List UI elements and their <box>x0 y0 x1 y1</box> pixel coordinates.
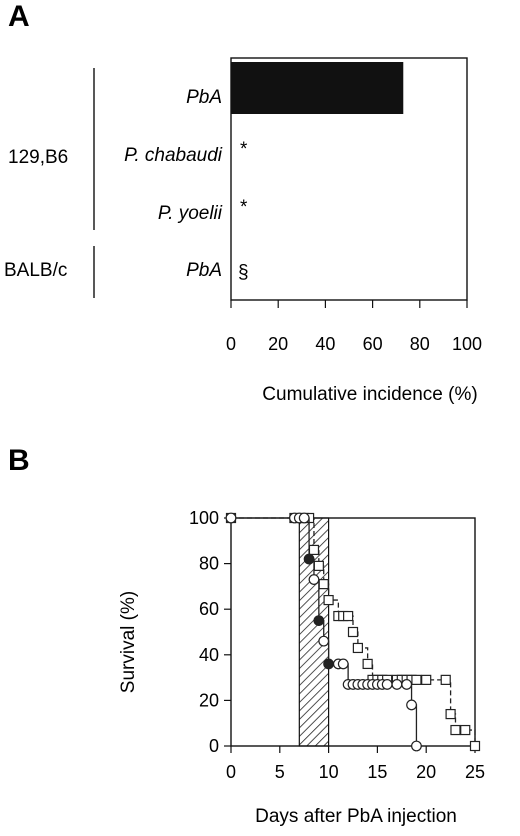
data-point <box>298 512 310 524</box>
x-tick-label: 80 <box>410 334 430 354</box>
data-point <box>323 658 335 670</box>
x-tick-label: 10 <box>319 762 339 782</box>
y-tick-label: 40 <box>199 645 219 665</box>
panel-b-chart: 0 5 10 15 20 25 0 20 40 60 80 100 Days after PbA in… <box>118 508 485 827</box>
y-tick-label: 0 <box>209 736 219 756</box>
category-label: P. chabaudi <box>124 145 223 166</box>
data-point <box>362 658 373 670</box>
x-tick-label: 40 <box>315 334 335 354</box>
y-axis-title: Survival (%) <box>118 591 139 693</box>
x-tick-label: 20 <box>268 334 288 354</box>
significance-marker: * <box>240 197 248 218</box>
data-point <box>469 740 481 752</box>
x-axis-title: Cumulative incidence (%) <box>262 384 477 405</box>
data-point <box>347 626 359 638</box>
data-point <box>308 544 320 556</box>
data-point <box>450 724 461 736</box>
data-point <box>381 679 393 690</box>
significance-marker: § <box>238 262 249 283</box>
data-point <box>440 674 451 685</box>
data-point <box>225 512 237 524</box>
data-point <box>303 553 315 565</box>
x-axis-title: Days after PbA injection <box>255 806 457 827</box>
data-point <box>401 679 413 690</box>
data-point <box>343 610 354 622</box>
x-tick-label: 15 <box>367 762 387 782</box>
plot-frame <box>230 517 476 747</box>
data-point <box>308 574 320 585</box>
y-tick-label: 60 <box>199 599 219 619</box>
category-label: P. yoelii <box>158 203 223 224</box>
x-tick-label: 60 <box>363 334 383 354</box>
category-label: PbA <box>186 87 222 108</box>
y-tick-label: 20 <box>199 690 219 710</box>
x-tick-label: 100 <box>452 334 482 354</box>
panel-b-plot-area: 0 5 10 15 20 25 0 20 40 60 80 100 <box>189 508 485 782</box>
x-tick-label: 5 <box>275 762 285 782</box>
data-point <box>337 658 349 670</box>
x-tick-label: 20 <box>416 762 436 782</box>
data-point <box>406 699 417 711</box>
data-point <box>391 679 403 690</box>
data-point <box>323 594 334 606</box>
data-point <box>421 674 432 685</box>
data-point <box>318 579 329 590</box>
group-label-129b6: 129,B6 <box>8 147 68 168</box>
panel-a-plot-area: 0 20 40 60 80 100 <box>226 57 482 354</box>
x-tick-label: 0 <box>226 762 236 782</box>
data-point <box>313 560 324 571</box>
data-point <box>352 642 363 654</box>
data-point <box>460 724 471 736</box>
y-tick-label: 80 <box>199 554 219 574</box>
panel-a-letter: A <box>8 0 30 33</box>
category-label: PbA <box>186 260 222 281</box>
group-label-balbc: BALB/c <box>4 260 67 281</box>
x-tick-label: 0 <box>226 334 236 354</box>
x-tick-label: 25 <box>465 762 485 782</box>
significance-marker: * <box>240 139 248 160</box>
y-tick-label: 100 <box>189 508 219 528</box>
data-point <box>445 708 456 720</box>
data-point <box>411 674 422 685</box>
plot-frame <box>230 57 468 301</box>
panel-b-letter: B <box>8 444 30 477</box>
bar <box>231 62 404 114</box>
data-point <box>313 615 325 626</box>
data-point <box>318 635 330 647</box>
data-point <box>411 740 422 752</box>
panel-a-chart: 129,B6 BALB/c PbA P. chabaudi P. yoelii … <box>4 57 482 405</box>
